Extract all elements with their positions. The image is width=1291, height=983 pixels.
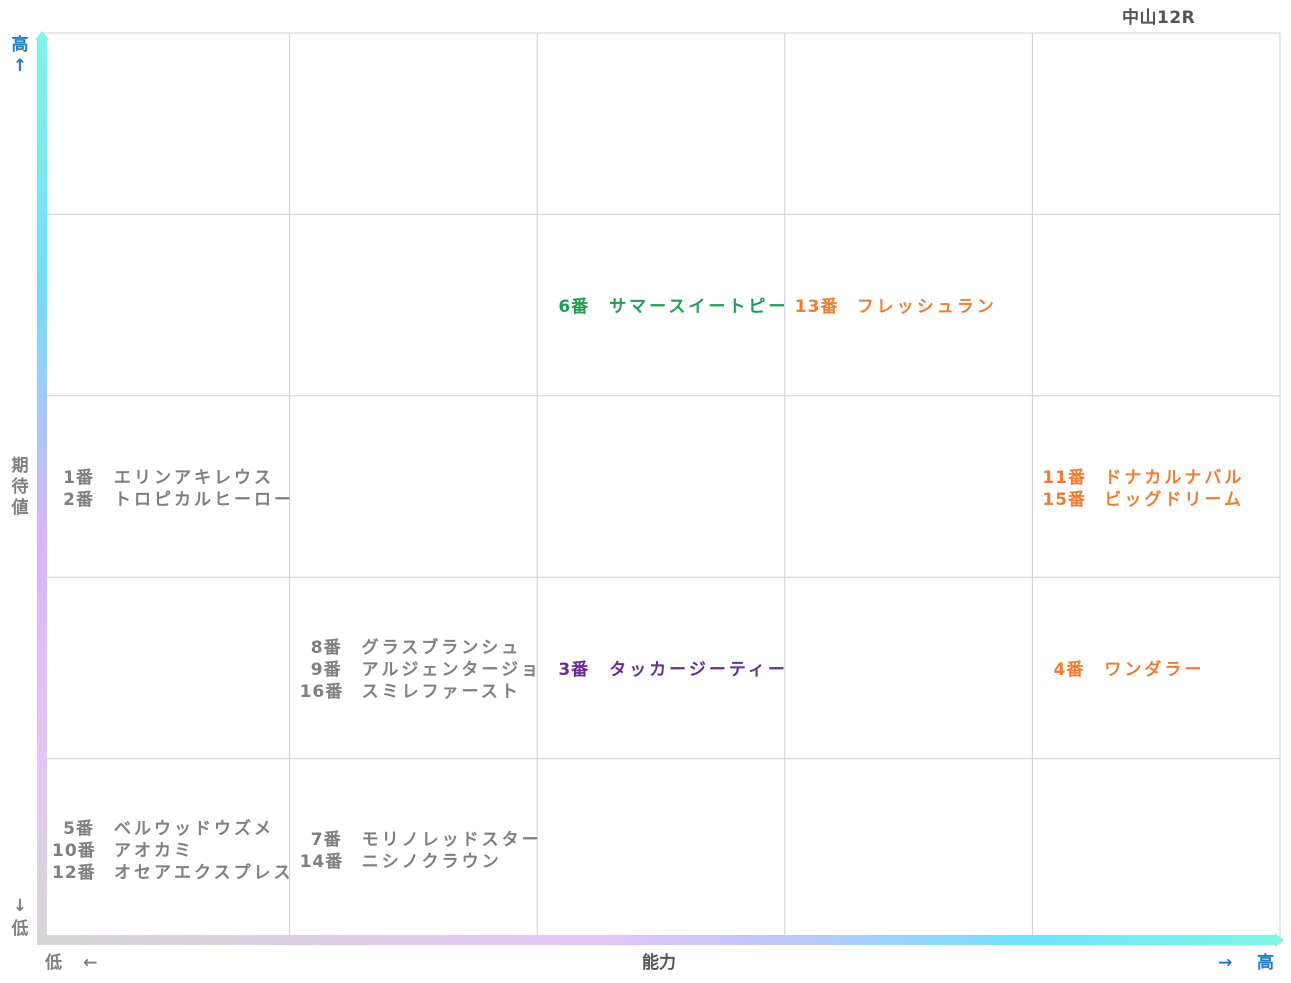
horse-entry: 15番 ビッグドリーム: [1042, 489, 1244, 511]
horse-entry: 12番 オセアエクスプレス: [52, 862, 294, 884]
y-axis-arrowhead: [35, 31, 49, 40]
horse-name: ビッグドリーム: [1104, 489, 1244, 510]
cell-entry-group: 4番 ワンダラー: [1042, 659, 1204, 681]
horse-name: グラスブランシュ: [361, 637, 522, 658]
y-axis-label: 期待値: [11, 456, 29, 518]
horse-name: エリンアキレウス: [114, 467, 274, 488]
horse-entry: 11番 ドナカルナバル: [1042, 467, 1244, 489]
horse-name: ドナカルナバル: [1104, 467, 1245, 488]
horse-entry: 13番 フレッシュラン: [795, 296, 997, 318]
horse-entry: 16番 スミレファースト: [300, 681, 542, 703]
cell-entry-group: 1番 エリンアキレウス 2番 トロピカルヒーロー: [52, 467, 294, 511]
horse-entry: 3番 タッカージーティー: [547, 659, 788, 681]
horse-name: モリノレッドスター: [361, 830, 542, 851]
horse-number: 14番: [299, 852, 344, 873]
horse-name: トロピカルヒーロー: [114, 489, 294, 510]
x-axis-low-arrow: ←: [83, 953, 98, 973]
cell-entry-group: 13番 フレッシュラン: [795, 296, 997, 318]
horse-number: 13番: [794, 297, 839, 318]
cell-entry-group: 7番 モリノレッドスター 14番 ニシノクラウン: [300, 829, 542, 873]
x-axis-label: 能力: [642, 953, 676, 973]
race-label: 中山12R: [1122, 8, 1196, 28]
cell-entry-group: 8番 グラスブランシュ 9番 アルジェンタージョ 16番 スミレファースト: [300, 637, 542, 703]
horse-entry: 5番 ベルウッドウズメ: [52, 818, 294, 840]
horse-number: 7番: [310, 830, 342, 851]
cell-entry-group: 6番 サマースイートピー: [547, 296, 788, 318]
horse-entry: 7番 モリノレッドスター: [300, 829, 542, 851]
x-axis-low-label: 低: [45, 953, 62, 973]
horse-name: スミレファースト: [361, 681, 521, 702]
horse-number: 5番: [63, 819, 94, 840]
y-axis-arrow: [37, 38, 47, 942]
horse-name: アルジェンタージョ: [361, 659, 542, 680]
x-axis-high-label: 高: [1257, 953, 1274, 973]
horse-number: 3番: [558, 659, 590, 680]
horse-name: フレッシュラン: [856, 297, 997, 318]
horse-number: 16番: [299, 681, 344, 702]
horse-name: タッカージーティー: [609, 659, 788, 680]
horse-number: 12番: [52, 863, 96, 884]
horse-entry: 8番 グラスブランシュ: [300, 637, 542, 659]
horse-name: ニシノクラウン: [361, 852, 502, 873]
cell-entry-group: 5番 ベルウッドウズメ 10番 アオカミ 12番 オセアエクスプレス: [52, 818, 294, 884]
horse-number: 2番: [63, 489, 94, 510]
horse-number: 9番: [310, 659, 342, 680]
y-axis-high-label: 高: [11, 35, 29, 55]
x-axis-arrow: [37, 935, 1277, 945]
horse-name: ワンダラー: [1104, 659, 1205, 680]
horse-name: アオカミ: [114, 841, 194, 862]
horse-entry: 14番 ニシノクラウン: [300, 851, 542, 873]
horse-number: 11番: [1042, 467, 1087, 488]
horse-number: 4番: [1053, 659, 1085, 680]
horse-entry: 9番 アルジェンタージョ: [300, 659, 542, 681]
horse-entry: 1番 エリンアキレウス: [52, 467, 294, 489]
x-axis-arrowhead: [1275, 933, 1284, 947]
horse-entry: 4番 ワンダラー: [1042, 659, 1204, 681]
cell-entry-group: 11番 ドナカルナバル 15番 ビッグドリーム: [1042, 467, 1244, 511]
horse-number: 1番: [63, 467, 94, 488]
x-axis-high-arrow: →: [1218, 953, 1233, 973]
y-axis-high-arrow: ↑: [12, 56, 28, 76]
horse-entry: 10番 アオカミ: [52, 840, 294, 862]
horse-name: サマースイートピー: [609, 297, 789, 318]
horse-name: ベルウッドウズメ: [114, 819, 274, 840]
horse-number: 15番: [1042, 489, 1087, 510]
horse-number: 8番: [310, 637, 342, 658]
horse-name: オセアエクスプレス: [114, 863, 294, 884]
horse-number: 6番: [558, 297, 590, 318]
horse-entry: 2番 トロピカルヒーロー: [52, 489, 294, 511]
horse-number: 10番: [52, 841, 96, 862]
cell-entry-group: 3番 タッカージーティー: [547, 659, 788, 681]
y-axis-low-arrow: ↓: [12, 896, 28, 916]
horse-entry: 6番 サマースイートピー: [547, 296, 788, 318]
y-axis-low-label: 低: [11, 919, 29, 939]
